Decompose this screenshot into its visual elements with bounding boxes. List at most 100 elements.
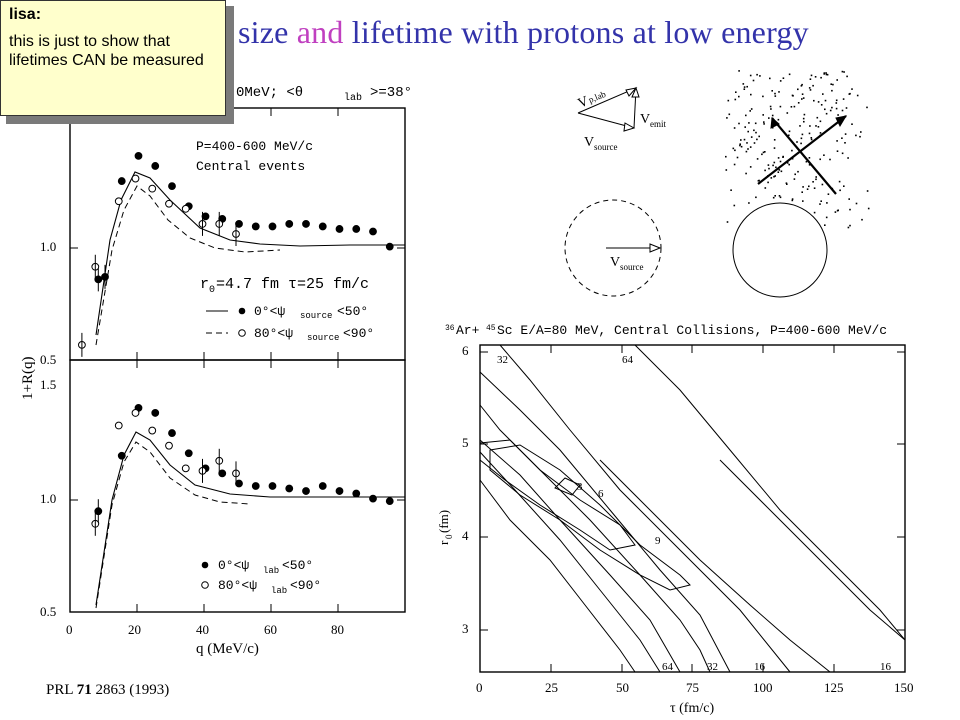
cloud-dot xyxy=(793,105,796,108)
contour-upper-mid xyxy=(599,459,831,673)
cloud-dot xyxy=(819,120,822,123)
cloud-dot xyxy=(797,170,799,173)
cloud-dot xyxy=(825,216,828,219)
cloud-dot xyxy=(774,195,776,197)
cloud-dot xyxy=(785,182,788,184)
cloud-dot xyxy=(819,158,821,161)
legend-open-label: 80°<ψ xyxy=(254,326,293,341)
cloud-dot xyxy=(745,150,748,153)
citation: PRL 71 2863 (1993) xyxy=(46,682,169,699)
cloud-dot xyxy=(732,147,735,150)
cloud-dot xyxy=(827,193,830,195)
cloud-dot xyxy=(733,204,736,207)
cloud-dot xyxy=(801,133,804,136)
cloud-dot xyxy=(796,141,798,143)
x-tick: 0 xyxy=(66,622,73,637)
data-point-filled xyxy=(117,451,126,460)
legend-open-sub: source xyxy=(307,333,339,343)
label-central: Central events xyxy=(196,159,305,174)
cloud-dot xyxy=(836,140,838,142)
svg-text:source: source xyxy=(594,142,618,152)
data-point-filled xyxy=(369,227,377,236)
cloud-dot xyxy=(791,198,794,200)
cloud-dot xyxy=(843,71,845,73)
cloud-dot xyxy=(809,125,811,127)
svg-text:64: 64 xyxy=(662,661,674,673)
contour-upper-right xyxy=(719,459,906,641)
svg-text:16: 16 xyxy=(754,661,766,673)
cloud-dot xyxy=(738,95,740,98)
cloud-dot xyxy=(759,75,761,77)
cloud-dot xyxy=(802,186,804,188)
cloud-dot xyxy=(762,95,764,98)
svg-text:Sc E/A=80 MeV, Central Collisi: Sc E/A=80 MeV, Central Collisions, P=400… xyxy=(497,323,887,338)
cloud-dot xyxy=(801,98,803,100)
cloud-dot xyxy=(826,202,828,204)
cloud-dot xyxy=(809,89,812,91)
left-x-ticks: 0 20 40 60 80 xyxy=(66,622,344,637)
cloud-dot xyxy=(747,130,749,133)
cloud-dot xyxy=(844,142,846,144)
cloud-dot xyxy=(815,125,817,127)
cloud-dot xyxy=(839,189,841,192)
data-point-filled xyxy=(268,482,277,490)
cloud-dot xyxy=(842,98,845,100)
data-point-filled xyxy=(318,222,327,231)
cloud-dot xyxy=(826,73,829,76)
note-text: this is just to show that lifetimes CAN … xyxy=(9,33,204,69)
data-point-filled xyxy=(285,484,294,493)
bottom-solid-curve xyxy=(95,431,405,606)
cloud-dot xyxy=(824,108,826,111)
cloud-dot xyxy=(768,117,770,119)
contour-3 xyxy=(554,477,581,496)
cloud-dot xyxy=(749,74,752,77)
cloud-dot xyxy=(788,134,790,137)
cloud-dot xyxy=(819,203,821,205)
cloud-dot xyxy=(836,150,839,152)
note-author: lisa: xyxy=(9,6,42,23)
cloud-dot xyxy=(866,190,869,192)
cloud-dot xyxy=(744,126,746,128)
cloud-dot xyxy=(802,200,804,202)
cloud-dot xyxy=(829,158,831,161)
svg-text:(fm): (fm) xyxy=(436,510,451,533)
cloud-dot xyxy=(740,139,742,141)
cloud-dot xyxy=(814,76,817,78)
cloud-dot xyxy=(830,83,832,85)
cloud-dot xyxy=(794,173,796,176)
cloud-dot xyxy=(803,120,805,123)
svg-text:45: 45 xyxy=(486,324,496,333)
cloud-dot xyxy=(808,132,811,135)
cloud-dot xyxy=(841,152,844,155)
cloud-dot xyxy=(749,146,752,148)
legend-open-label: 80°<ψ xyxy=(218,578,257,593)
label-params-sub: 0 xyxy=(209,285,215,296)
cloud-dot xyxy=(823,154,825,156)
top-solid-curve xyxy=(95,171,405,336)
cloud-dot xyxy=(835,99,838,102)
cloud-dot xyxy=(750,108,753,110)
label-momentum: P=400-600 MeV/c xyxy=(196,139,313,154)
cloud-dot xyxy=(725,169,728,171)
comment-note[interactable]: lisa: this is just to show that lifetime… xyxy=(0,0,236,124)
data-point-filled xyxy=(151,162,160,170)
cloud-dot xyxy=(773,139,776,141)
cloud-dot xyxy=(806,188,809,190)
svg-text:V: V xyxy=(584,135,594,150)
contour-lower xyxy=(479,451,661,673)
cloud-dot xyxy=(778,91,780,93)
cloud-dot xyxy=(767,181,769,184)
legend-open-marker xyxy=(201,581,209,589)
cloud-dot xyxy=(846,75,848,78)
legend-filled-tail: <50° xyxy=(282,558,313,573)
citation-volume: 71 xyxy=(76,682,92,698)
data-point-open xyxy=(114,421,123,430)
cloud-dot xyxy=(756,138,758,141)
cloud-dot xyxy=(771,90,773,92)
data-point-filled xyxy=(251,482,260,490)
data-point-open xyxy=(148,426,157,435)
top-y-tick: 1.0 xyxy=(40,239,56,254)
note-box: lisa: this is just to show that lifetime… xyxy=(0,0,226,116)
cloud-dot xyxy=(753,129,755,132)
